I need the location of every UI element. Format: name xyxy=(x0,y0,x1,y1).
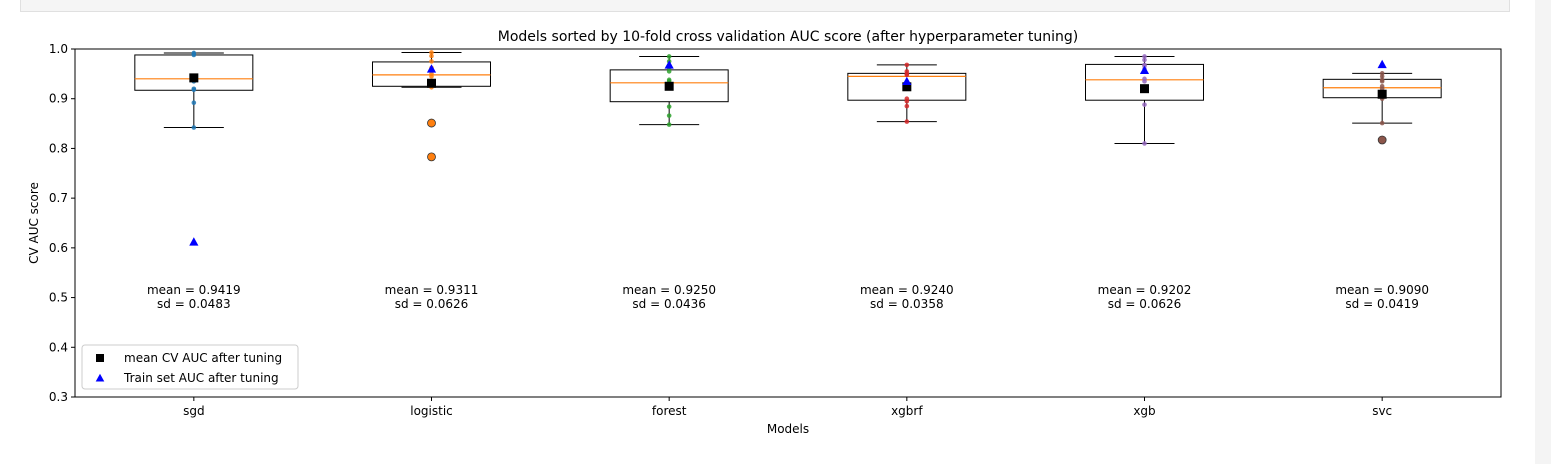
cv-fold-point xyxy=(1379,120,1385,126)
x-tick-label: forest xyxy=(652,404,687,418)
cv-fold-point xyxy=(429,53,434,59)
cv-fold-point xyxy=(1142,141,1147,146)
mean-annotation: mean = 0.9250 xyxy=(622,283,716,297)
mean-annotation: mean = 0.9419 xyxy=(147,283,241,297)
train-auc-marker xyxy=(1377,59,1387,69)
mean-annotation: mean = 0.9240 xyxy=(860,283,954,297)
sd-annotation: sd = 0.0626 xyxy=(1108,297,1182,311)
previous-cell-output-strip xyxy=(20,0,1510,12)
chart-title: Models sorted by 10-fold cross validatio… xyxy=(498,29,1078,45)
x-axis-label: Models xyxy=(767,422,809,436)
mean-annotation: mean = 0.9311 xyxy=(385,283,479,297)
x-tick-label: svc xyxy=(1372,404,1392,418)
y-tick-label: 0.5 xyxy=(49,291,68,305)
sd-annotation: sd = 0.0483 xyxy=(157,297,231,311)
plot-frame xyxy=(74,48,1502,398)
cv-fold-point xyxy=(666,113,672,118)
y-tick-label: 0.3 xyxy=(49,390,68,404)
cv-fold-point xyxy=(1142,57,1147,63)
cv-fold-point xyxy=(904,62,910,68)
legend-label: mean CV AUC after tuning xyxy=(124,351,282,365)
x-tick-label: sgd xyxy=(183,404,205,418)
mean-annotation: mean = 0.9090 xyxy=(1335,283,1429,297)
scrollbar[interactable] xyxy=(1535,0,1551,464)
y-axis-label: CV AUC score xyxy=(27,182,41,264)
legend-mean-marker xyxy=(96,354,104,362)
y-tick-label: 0.6 xyxy=(49,241,68,255)
cv-fold-point xyxy=(191,100,197,105)
outlier-point xyxy=(427,152,436,162)
cv-fold-point xyxy=(666,104,672,109)
train-auc-marker xyxy=(1139,65,1150,75)
sd-annotation: sd = 0.0419 xyxy=(1345,297,1419,311)
cv-fold-point xyxy=(904,103,910,109)
cv-fold-point xyxy=(429,59,434,64)
cv-fold-point xyxy=(191,52,197,58)
cv-fold-point xyxy=(666,122,672,127)
cv-fold-point xyxy=(904,71,910,77)
iqr-box xyxy=(134,54,254,91)
sd-annotation: sd = 0.0358 xyxy=(870,297,944,311)
y-tick-label: 0.7 xyxy=(49,191,68,205)
legend: mean CV AUC after tuning Train set AUC af… xyxy=(81,344,299,390)
mean-marker xyxy=(1140,84,1149,94)
train-auc-marker xyxy=(902,76,912,85)
y-tick-label: 0.9 xyxy=(49,92,68,106)
cv-fold-point xyxy=(666,69,672,74)
cv-fold-point xyxy=(1379,77,1385,83)
mean-annotation: mean = 0.9202 xyxy=(1098,283,1192,297)
cv-fold-point xyxy=(429,74,434,79)
mean-marker xyxy=(189,73,199,83)
x-tick-label: logistic xyxy=(410,404,453,418)
mean-marker xyxy=(1377,89,1387,99)
y-tick-label: 1.0 xyxy=(49,42,68,56)
cv-fold-point xyxy=(429,50,434,55)
legend-train-marker xyxy=(95,373,105,382)
train-auc-marker xyxy=(664,60,674,69)
sd-annotation: sd = 0.0626 xyxy=(395,297,469,311)
mean-marker xyxy=(427,78,436,88)
cv-fold-point xyxy=(904,119,910,124)
outlier-point xyxy=(427,118,436,128)
cv-fold-point xyxy=(1379,74,1385,79)
mean-marker xyxy=(664,81,674,91)
x-tick-label: xgbrf xyxy=(891,404,923,418)
plot-area: 0.3 0.4 0.5 0.6 0.7 0.8 0.9 1.0 sgd logistic fores… xyxy=(49,42,1502,418)
cv-fold-point xyxy=(1142,79,1147,84)
y-tick-label: 0.4 xyxy=(49,340,68,354)
legend-label: Train set AUC after tuning xyxy=(123,371,279,385)
sd-annotation: sd = 0.0436 xyxy=(632,297,706,311)
cv-fold-point xyxy=(191,87,197,93)
train-auc-marker xyxy=(189,237,199,246)
train-auc-marker xyxy=(426,64,437,73)
y-tick-label: 0.8 xyxy=(49,141,68,155)
cv-fold-point xyxy=(191,125,197,130)
legend-box xyxy=(81,344,299,390)
mean-marker xyxy=(902,82,912,92)
cv-fold-point xyxy=(1142,102,1147,107)
cv-fold-point xyxy=(666,54,672,59)
cv-fold-point xyxy=(1142,54,1147,59)
x-tick-label: xgb xyxy=(1133,404,1155,418)
outlier-point xyxy=(1377,135,1387,145)
cv-fold-point xyxy=(904,98,910,104)
